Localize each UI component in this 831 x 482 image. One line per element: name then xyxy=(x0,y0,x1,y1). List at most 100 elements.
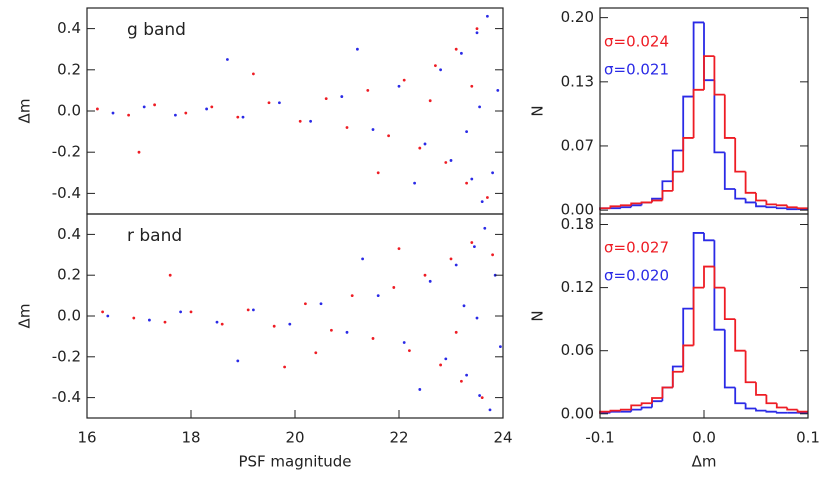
point xyxy=(460,379,463,383)
y-tick-label: 0.18 xyxy=(561,215,594,233)
histogram-step xyxy=(744,403,756,410)
histogram-step xyxy=(775,411,788,414)
point xyxy=(478,105,481,109)
point xyxy=(444,161,448,164)
histogram-step xyxy=(609,410,621,413)
point xyxy=(454,47,458,51)
y-tick-label: -0.4 xyxy=(52,388,81,406)
y-tick-label: 0.4 xyxy=(57,19,81,37)
point xyxy=(408,349,411,353)
x-tick-label: -0.1 xyxy=(585,429,614,447)
point xyxy=(486,196,489,199)
y-tick-label: 0.07 xyxy=(561,136,594,154)
histogram-step xyxy=(723,329,736,389)
point xyxy=(267,101,271,105)
histogram-step xyxy=(755,382,767,396)
histogram-step xyxy=(703,232,715,242)
point xyxy=(356,47,359,51)
histogram-step xyxy=(734,137,746,173)
x-tick-label: 0.0 xyxy=(692,429,716,447)
point xyxy=(96,107,99,111)
point xyxy=(475,31,479,35)
point xyxy=(491,253,494,257)
y-axis-label: N xyxy=(529,310,547,321)
point xyxy=(283,365,286,369)
sigma-label: σ=0.024 xyxy=(604,33,669,51)
histogram-step xyxy=(744,350,756,384)
y-tick-label: 0.13 xyxy=(561,72,594,90)
point xyxy=(179,310,183,314)
point xyxy=(371,337,375,340)
point xyxy=(475,316,479,320)
point xyxy=(470,241,474,244)
histogram-step xyxy=(661,189,673,201)
point xyxy=(210,105,214,109)
y-tick-label: 0.00 xyxy=(561,201,594,219)
point xyxy=(496,89,500,92)
histogram-step xyxy=(630,204,642,208)
histogram-step xyxy=(786,407,798,411)
histogram-step xyxy=(692,286,704,346)
y-tick-label: 0.00 xyxy=(561,404,594,422)
point xyxy=(392,286,396,289)
histogram-step xyxy=(630,202,642,206)
band-label: r band xyxy=(127,226,182,246)
point xyxy=(319,302,323,306)
histogram-step xyxy=(692,21,704,97)
point xyxy=(480,396,484,399)
histogram-step xyxy=(671,149,684,182)
point xyxy=(288,322,292,326)
histogram-step xyxy=(734,387,746,405)
point xyxy=(376,171,380,175)
histogram-step xyxy=(703,55,715,90)
histogram-step xyxy=(765,410,777,413)
point xyxy=(387,134,390,138)
point xyxy=(127,113,130,117)
point xyxy=(454,330,458,334)
sigma-label: σ=0.021 xyxy=(604,61,669,79)
point xyxy=(470,177,474,181)
point xyxy=(449,159,453,162)
point xyxy=(330,328,333,332)
y-tick-label: -0.2 xyxy=(52,143,81,161)
point xyxy=(252,308,255,312)
histogram-step xyxy=(640,406,652,410)
point xyxy=(345,330,349,334)
histogram-step xyxy=(744,198,756,204)
point xyxy=(439,68,442,72)
sigma-label: σ=0.027 xyxy=(604,239,669,257)
point xyxy=(304,302,307,306)
histogram-step xyxy=(775,403,788,409)
band-label: g band xyxy=(127,20,186,40)
histogram-step xyxy=(640,402,652,406)
point xyxy=(236,115,240,119)
histogram-step xyxy=(734,188,746,200)
histogram-step xyxy=(765,206,777,209)
histogram-step xyxy=(671,170,684,191)
y-tick-label: 0.4 xyxy=(57,225,81,243)
point xyxy=(444,357,448,361)
x-tick-label: 0.1 xyxy=(796,429,820,447)
point xyxy=(148,318,151,322)
point xyxy=(483,226,487,230)
point xyxy=(488,408,492,412)
point xyxy=(142,105,146,109)
point xyxy=(402,78,406,82)
histogram-step xyxy=(775,204,788,207)
point xyxy=(350,294,354,297)
histogram-step xyxy=(619,408,632,411)
histogram-step xyxy=(734,319,746,352)
histogram-step xyxy=(682,95,694,151)
x-axis-label: PSF magnitude xyxy=(238,453,351,471)
x-tick-label: 18 xyxy=(181,429,200,447)
point xyxy=(465,181,468,185)
histogram-step xyxy=(619,206,632,209)
point xyxy=(428,279,432,283)
point xyxy=(462,304,466,308)
point xyxy=(314,351,318,355)
histogram-step xyxy=(755,408,767,412)
histogram-step xyxy=(671,365,684,388)
histogram-step xyxy=(703,265,715,288)
histogram-step xyxy=(796,207,808,210)
histogram-step xyxy=(651,400,663,408)
